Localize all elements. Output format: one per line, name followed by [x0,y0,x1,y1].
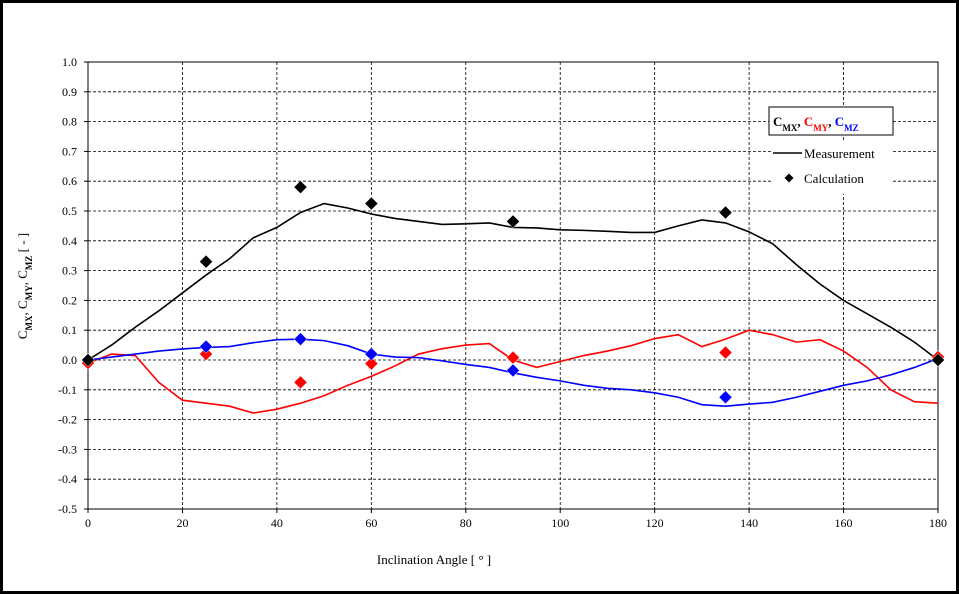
y-tick-label: 0.4 [62,234,77,248]
y-tick-label: 0.2 [62,293,77,307]
legend-body [773,140,893,194]
calculation-point [931,353,945,367]
y-tick-label: 0.5 [62,204,77,218]
y-tick-label: 0.0 [62,353,77,367]
y-tick-label: 0.9 [62,85,77,99]
calculation-point [293,375,308,390]
x-tick-label: 80 [460,516,472,530]
y-tick-label: 0.7 [62,144,77,158]
calculation-point [364,347,379,361]
calculation-point [718,345,733,360]
legend-calculation-label: Calculation [804,171,864,186]
series-markers [81,180,945,405]
x-tick-label: 180 [929,516,947,530]
x-tick-label: 100 [551,516,569,530]
y-tick-label: -0.4 [58,472,77,486]
legend-measurement-label: Measurement [804,146,875,161]
y-tick-label: -0.1 [58,383,77,397]
calculation-point [293,180,308,195]
y-axis-title: CMX, CMY, CMZ [ - ] [15,233,34,339]
chart-frame: -0.5 -0.4 -0.3 -0.2 -0.1 0.0 0.1 0.2 0.3 0.4 0.5 0.… [3,3,956,591]
legend: CMX, CMY, CMZ Measurement Calculation [768,106,894,194]
calculation-point [199,339,213,354]
grid [88,62,938,509]
x-tick-label: 160 [835,516,853,530]
y-tick-label: 0.3 [62,264,77,278]
x-axis-title: Inclination Angle [ ° ] [377,552,491,567]
plot-area-border [87,61,939,510]
calculation-point [81,353,95,367]
y-axis-title-text: CMX, CMY, CMZ [ - ] [15,233,34,339]
y-tick-label: 1.0 [62,55,77,69]
calculation-point [364,196,379,211]
calculation-point [506,363,520,378]
x-tick-label: 140 [740,516,758,530]
y-tick-label: 0.6 [62,174,77,188]
series-lines [87,202,939,414]
axes [84,61,939,513]
x-tick-label: 20 [176,516,188,530]
y-tick-label: -0.3 [58,442,77,456]
y-tick-label: -0.2 [58,413,77,427]
legend-header-box [768,106,894,136]
calculation-point [293,332,308,346]
y-tick-label: 0.8 [62,115,77,129]
calculation-point [718,390,733,405]
chart: -0.5 -0.4 -0.3 -0.2 -0.1 0.0 0.1 0.2 0.3 0.4 0.5 0.… [15,55,947,567]
legend-calculation-swatch [784,173,794,183]
x-tick-label: 0 [85,516,91,530]
calculation-point [364,356,379,371]
tick-labels: -0.5 -0.4 -0.3 -0.2 -0.1 0.0 0.1 0.2 0.3 0.4 0.5 0.… [58,55,947,530]
y-tick-label: 0.1 [62,323,77,337]
x-tick-label: 60 [365,516,377,530]
legend-header-text: CMX, CMY, CMZ [773,114,859,133]
x-tick-label: 40 [271,516,283,530]
calculation-point [199,347,213,361]
calculation-point [718,205,733,220]
y-tick-label: -0.5 [58,502,77,516]
calculation-point [199,254,213,269]
calculation-point [506,214,520,229]
x-tick-label: 120 [646,516,664,530]
